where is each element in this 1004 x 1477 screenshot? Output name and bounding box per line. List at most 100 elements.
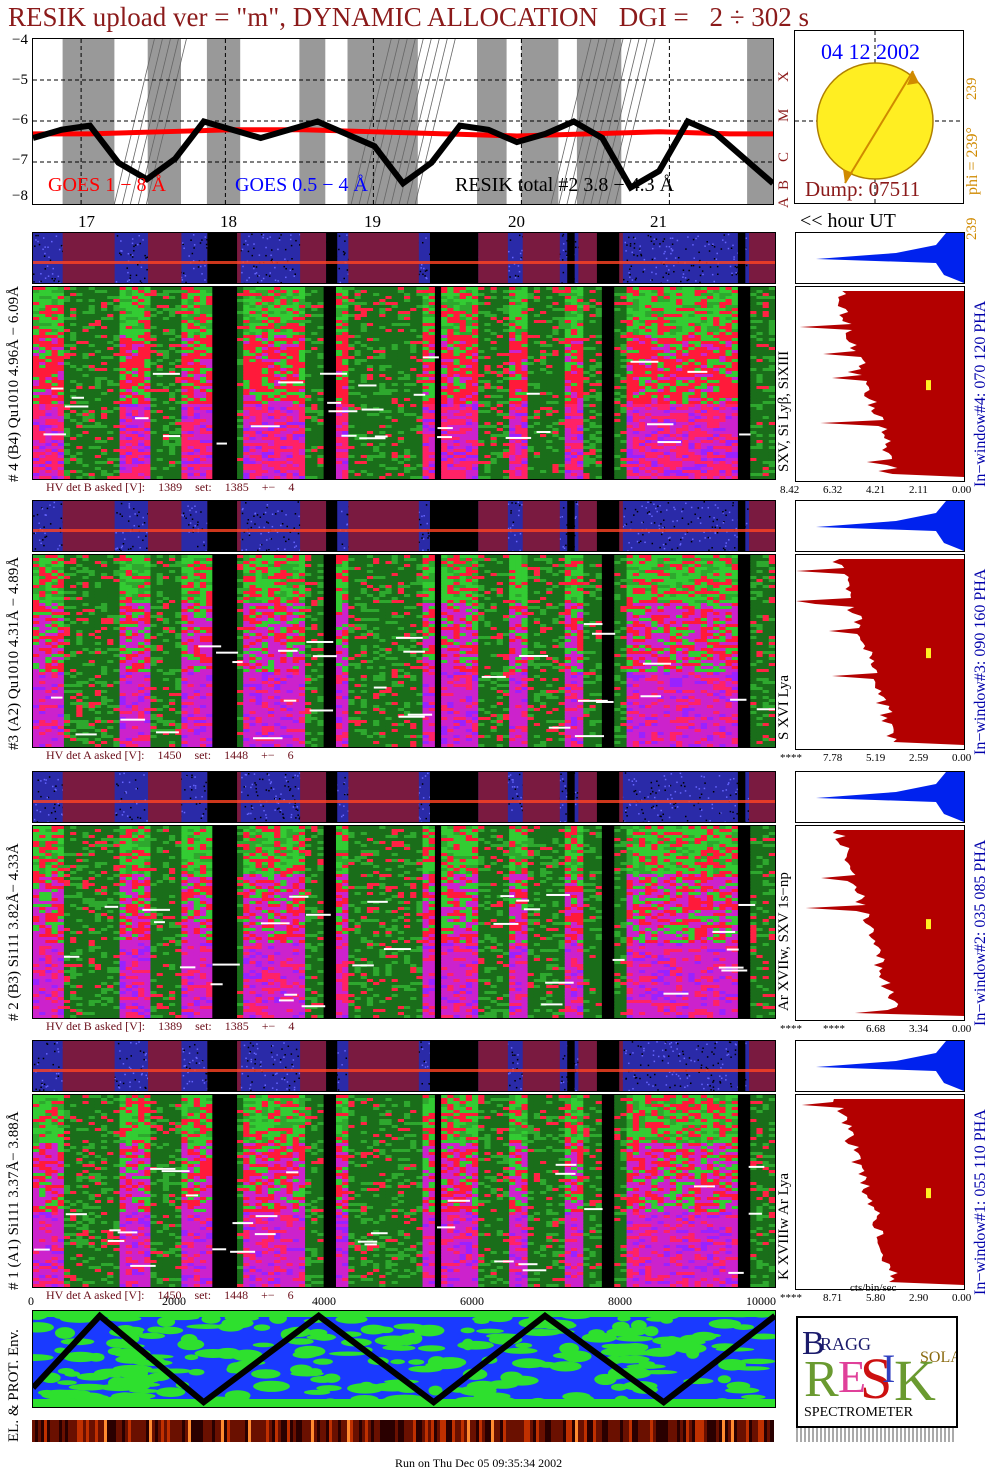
spectrogram-cell	[70, 293, 77, 297]
spectrogram-cell	[298, 431, 306, 435]
spectrogram-cell	[366, 413, 374, 417]
spectrogram-cell	[101, 416, 108, 420]
spectrogram-cell	[243, 326, 250, 330]
spectrogram-cell	[267, 428, 275, 432]
spectrogram-cell	[113, 347, 121, 351]
spectrogram-cell	[119, 380, 127, 384]
spectrogram-cell	[428, 329, 436, 333]
spectrogram-cell	[76, 395, 83, 399]
spectrogram-cell	[267, 329, 275, 333]
spectrogram-cell	[311, 383, 318, 387]
spectrogram-cell	[447, 335, 454, 339]
spectrogram-cell	[422, 437, 430, 441]
spectrogram-cell	[255, 356, 263, 360]
spectrogram-cell	[70, 395, 77, 399]
spectrogram-cell	[422, 458, 430, 462]
spectrogram-cell	[360, 287, 368, 291]
spectrogram-cell	[125, 320, 133, 324]
spectrogram-cell	[237, 290, 244, 294]
spectrogram-cell	[125, 422, 133, 426]
spectrogram-cell	[298, 389, 306, 393]
spectrogram-cell	[366, 461, 374, 465]
spectrogram-cell	[57, 410, 65, 414]
spectrogram-cell	[138, 362, 145, 366]
spectrogram-cell	[193, 368, 201, 372]
spectrogram-cell	[410, 410, 417, 414]
spectrogram-cell	[45, 362, 53, 366]
spectrogram-cell	[379, 386, 386, 390]
spectrogram-cell	[305, 305, 312, 309]
spectrogram-cell	[360, 434, 368, 438]
spectrogram-cell	[441, 344, 448, 348]
spectrogram-cell	[193, 434, 201, 438]
spectrogram-cell	[366, 443, 374, 447]
spectrogram-cell	[261, 395, 269, 399]
pha-noise	[54, 278, 56, 280]
spectrogram-cell	[298, 428, 306, 432]
pha-noise	[256, 281, 259, 283]
pha-noise	[269, 272, 272, 274]
spectrogram-cell	[187, 293, 195, 297]
pha-noise	[139, 242, 142, 245]
spectrogram-cell	[162, 464, 170, 468]
spectrogram-cell	[169, 353, 176, 357]
spectrogram-cell	[385, 383, 393, 387]
spectrogram-cell	[459, 299, 467, 303]
spectrogram-cell	[354, 419, 362, 423]
spectrogram-cell	[453, 437, 461, 441]
spectrogram-cell	[63, 422, 71, 426]
spectrogram-cell	[181, 320, 189, 324]
spectrogram-cell	[45, 308, 53, 312]
spectrogram-cell	[39, 287, 46, 291]
spectrogram-cell	[267, 350, 275, 354]
pha-noise	[289, 238, 292, 241]
spectrogram-cell	[57, 335, 65, 339]
spectrogram-cell	[404, 395, 411, 399]
spectrogram-cell	[280, 374, 288, 378]
spectrogram-cell	[156, 311, 164, 315]
spectrogram-cell	[162, 377, 170, 381]
spectrogram-cell	[447, 290, 454, 294]
pha-noise	[274, 279, 277, 282]
spectrogram-cell	[267, 335, 275, 339]
spectrogram-cell	[373, 431, 380, 435]
spectrogram-cell	[416, 401, 424, 405]
spectrogram-cell	[243, 419, 250, 423]
spectrogram-cell	[391, 434, 399, 438]
spectrogram-cell	[397, 311, 405, 315]
spectrogram-cell	[280, 425, 288, 429]
spectrogram-cell	[101, 431, 108, 435]
spectrogram-cell	[237, 419, 244, 423]
pha-noise	[284, 248, 287, 251]
spectrogram-cell	[144, 473, 151, 477]
spectrogram-cell	[162, 287, 170, 291]
spectrogram-cell	[385, 305, 393, 309]
spectrogram-cell	[441, 350, 448, 354]
spectrogram-cell	[187, 371, 195, 375]
spectrogram-cell	[193, 407, 201, 411]
spectrogram-cell	[162, 293, 170, 297]
spectrogram-cell	[243, 464, 250, 468]
spectrogram-cell	[342, 323, 349, 327]
spectrogram-cell	[119, 350, 127, 354]
spectrogram-cell	[292, 464, 300, 468]
spectrogram-cell	[162, 401, 170, 405]
spectrogram-cell	[453, 467, 461, 471]
spectrogram-cell	[70, 476, 77, 479]
spectrogram-cell	[274, 365, 281, 369]
spectrogram-cell	[33, 446, 40, 450]
spectrogram-cell	[261, 326, 269, 330]
spectrogram-cell	[366, 302, 374, 306]
spectrogram-cell	[305, 467, 312, 471]
spectrogram-cell	[366, 290, 374, 294]
spectrogram-cell	[404, 431, 411, 435]
spectrogram-cell	[169, 311, 176, 315]
spectrogram-cell	[88, 422, 96, 426]
spectrogram-cell	[286, 404, 294, 408]
spectrogram-cell	[162, 395, 170, 399]
spectrogram-cell	[441, 395, 448, 399]
spectrogram-cell	[311, 434, 318, 438]
spectrogram-cell	[404, 308, 411, 312]
spectrogram-cell	[237, 413, 244, 417]
spectrogram-cell	[342, 404, 349, 408]
